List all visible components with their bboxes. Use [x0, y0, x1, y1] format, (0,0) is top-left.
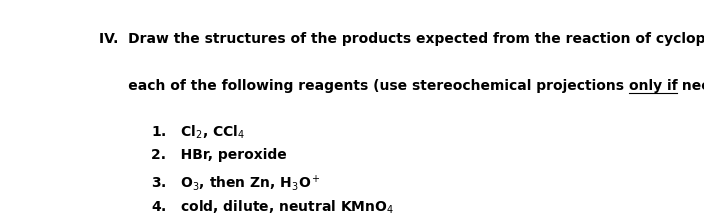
- Text: 2.   HBr, peroxide: 2. HBr, peroxide: [151, 149, 287, 162]
- Text: IV.  Draw the structures of the products expected from the reaction of cycloprop: IV. Draw the structures of the products …: [99, 32, 704, 46]
- Text: each of the following reagents (use stereochemical projections: each of the following reagents (use ster…: [99, 79, 629, 93]
- Text: only if: only if: [629, 79, 677, 93]
- Text: 4.   cold, dilute, neutral KMnO$_4$: 4. cold, dilute, neutral KMnO$_4$: [151, 198, 394, 216]
- Text: 3.   O$_3$, then Zn, H$_3$O$^+$: 3. O$_3$, then Zn, H$_3$O$^+$: [151, 173, 320, 193]
- Text: 1.   Cl$_2$, CCl$_4$: 1. Cl$_2$, CCl$_4$: [151, 123, 245, 141]
- Text: needed):: needed):: [677, 79, 704, 93]
